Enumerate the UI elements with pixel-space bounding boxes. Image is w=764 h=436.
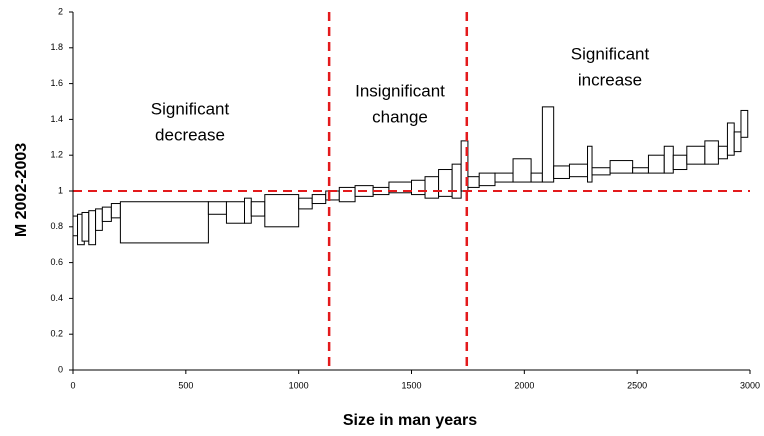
- y-tick-label: 0.8: [50, 221, 63, 231]
- x-tick-label: 1000: [289, 380, 309, 390]
- x-tick-label: 2500: [627, 380, 647, 390]
- y-tick-label: 1.8: [50, 42, 63, 52]
- range-box: [686, 145, 706, 165]
- range-box: [119, 201, 209, 244]
- range-box: [88, 210, 97, 246]
- range-box: [726, 122, 735, 156]
- range-box: [733, 131, 742, 153]
- y-tick-label: 2: [58, 6, 63, 16]
- y-tick-label: 1.2: [50, 150, 63, 160]
- range-box: [632, 167, 649, 174]
- y-tick-label: 0.2: [50, 329, 63, 339]
- y-tick-label: 1.6: [50, 78, 63, 88]
- x-tick-label: 500: [178, 380, 193, 390]
- range-box: [541, 106, 555, 183]
- range-box: [411, 179, 426, 196]
- range-box: [587, 145, 593, 183]
- range-box: [704, 140, 719, 165]
- range-box: [672, 154, 688, 171]
- range-box: [647, 154, 665, 174]
- range-box: [494, 172, 514, 183]
- range-box: [325, 190, 340, 201]
- range-box: [81, 211, 90, 242]
- annotation: increase: [578, 70, 642, 89]
- range-box: [424, 176, 440, 199]
- x-tick-label: 2000: [514, 380, 534, 390]
- range-box: [568, 163, 589, 178]
- range-box: [72, 215, 79, 237]
- x-tick-label: 3000: [740, 380, 760, 390]
- range-box: [663, 145, 674, 174]
- range-box: [207, 201, 227, 215]
- annotation: decrease: [155, 125, 225, 144]
- range-box: [250, 201, 266, 217]
- y-tick-label: 1.4: [50, 114, 63, 124]
- x-axis-title: Size in man years: [343, 412, 477, 429]
- range-box: [95, 208, 103, 231]
- range-box: [512, 158, 532, 183]
- range-box: [338, 186, 356, 203]
- y-tick-label: 0.4: [50, 293, 63, 303]
- range-box: [553, 165, 570, 179]
- range-box: [264, 194, 300, 228]
- range-box: [101, 206, 112, 222]
- x-tick-label: 1500: [401, 380, 421, 390]
- range-box: [451, 163, 462, 199]
- range-box: [311, 194, 327, 205]
- range-box: [225, 201, 246, 224]
- range-box: [740, 109, 749, 138]
- range-box: [438, 169, 453, 197]
- range-box: [591, 167, 611, 176]
- annotation: Insignificant: [355, 81, 445, 100]
- annotation: Significant: [571, 44, 650, 63]
- y-tick-label: 1: [58, 185, 63, 195]
- range-box: [244, 197, 252, 224]
- range-box: [110, 203, 121, 219]
- range-box: [298, 197, 313, 210]
- range-box: [609, 160, 634, 174]
- annotation: change: [372, 107, 428, 126]
- y-tick-label: 0: [58, 364, 63, 374]
- annotation: Significant: [151, 99, 230, 118]
- range-box: [478, 172, 496, 187]
- range-box: [717, 145, 728, 160]
- range-box: [467, 176, 480, 188]
- y-tick-label: 0.6: [50, 257, 63, 267]
- y-axis-title: M 2002-2003: [13, 143, 30, 237]
- range-box: [530, 172, 543, 183]
- x-tick-label: 0: [70, 380, 75, 390]
